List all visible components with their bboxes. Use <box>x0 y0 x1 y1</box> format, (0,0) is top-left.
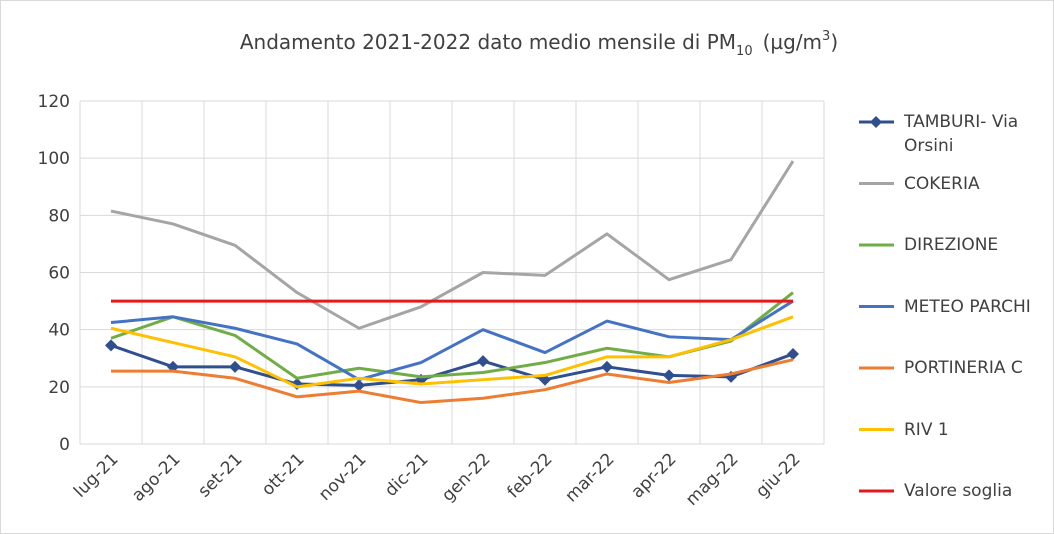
marker <box>229 360 241 373</box>
series-line <box>111 358 794 405</box>
y-tick-label: 80 <box>48 206 70 226</box>
x-tick-label: feb-22 <box>503 449 556 502</box>
legend-label: COKERIA <box>904 173 980 194</box>
legend-label: PORTINERIA C <box>904 358 1023 378</box>
y-tick-label: 60 <box>48 264 70 284</box>
title-unit: (µg/m <box>763 30 822 54</box>
legend-label: RIV 1 <box>904 419 949 440</box>
x-tick-label: apr-22 <box>628 449 681 502</box>
marker <box>477 355 489 368</box>
legend-label: TAMBURI- Via Orsini <box>904 112 1019 156</box>
legend-marker <box>870 116 882 128</box>
x-tick-label: ott-21 <box>258 449 309 500</box>
title-sup: 3 <box>822 29 830 44</box>
legend-label: DIREZIONE <box>904 235 999 255</box>
title-sub: 10 <box>736 44 753 59</box>
x-tick-label: nov-21 <box>315 449 371 505</box>
x-tick-label: giu-22 <box>752 449 804 501</box>
marker <box>601 360 613 373</box>
marker <box>663 369 675 382</box>
y-tick-label: 100 <box>38 149 70 169</box>
marker <box>787 347 799 360</box>
marker <box>105 339 117 352</box>
x-tick-label: lug-21 <box>70 449 122 501</box>
x-tick-label: mag-22 <box>682 449 742 509</box>
x-tick-label: dic-21 <box>381 449 432 500</box>
x-tick-label: set-21 <box>194 449 246 501</box>
legend-label: METEO PARCHI <box>904 296 1031 317</box>
series-line <box>110 160 795 330</box>
x-tick-label: mar-22 <box>562 449 619 506</box>
series-line <box>110 315 794 389</box>
title-close: ) <box>830 30 838 54</box>
x-tick-label: ago-21 <box>128 449 184 505</box>
title-text: Andamento 2021-2022 dato medio mensile d… <box>240 30 736 54</box>
series-line <box>110 343 794 387</box>
y-tick-label: 40 <box>48 321 70 341</box>
marker <box>353 379 365 392</box>
legend-label: Valore soglia <box>904 481 1013 501</box>
chart-title: Andamento 2021-2022 dato medio mensile d… <box>240 29 838 59</box>
y-tick-label: 120 <box>38 92 70 112</box>
series-line <box>110 299 794 382</box>
y-tick-label: 0 <box>59 435 70 455</box>
x-tick-label: gen-22 <box>438 449 494 505</box>
y-tick-label: 20 <box>48 378 70 398</box>
